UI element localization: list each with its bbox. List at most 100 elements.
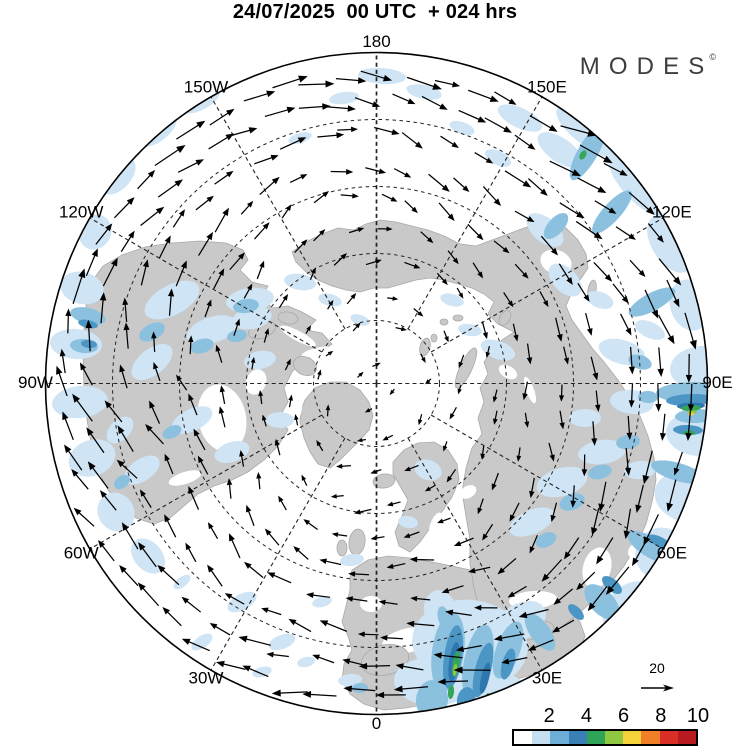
contour-blob-l1 [586,291,614,309]
contour-blob-l1 [171,406,213,434]
wind-vector-head [218,406,225,414]
wind-vector [85,254,96,277]
wind-vector-head [155,206,165,215]
contour-blob-l1 [252,666,272,678]
wind-vector [293,621,312,633]
wind-vector [592,421,595,441]
wind-vector-head [346,169,354,175]
contour-blob-l1 [480,339,516,361]
wind-vector [472,262,481,275]
wind-vector-head [86,427,94,436]
wind-vector [166,519,177,538]
contour-blob-l1 [485,149,511,167]
wind-vector [351,598,368,602]
wind-vector [166,458,174,475]
wind-vector-head [375,362,381,367]
wind-vector [198,236,211,256]
colorbar-tick-label: 8 [655,705,667,727]
sea-cutout [498,364,518,380]
wind-vector [628,191,650,211]
wind-vector [214,625,231,636]
wind-vector [415,558,435,561]
meridian-line [407,96,543,330]
wind-vector [187,547,197,563]
wind-vector-head [482,533,489,541]
wind-vector [141,587,160,607]
wind-vector-head [386,563,394,569]
wind-vector-head [87,461,96,471]
wind-vector-head [503,125,512,133]
wind-vector [325,622,348,632]
contour-blob-l1 [670,345,707,391]
contour-blob-l2 [139,322,165,342]
wind-vector-head [406,620,415,627]
wind-vector-head [378,168,387,174]
wind-vector-head [319,620,329,627]
wind-vector-head [452,81,461,88]
wind-vector [630,383,634,402]
wind-vector [77,511,95,527]
wind-vector [566,537,580,555]
wind-vector [600,481,607,506]
wind-vector-head [322,191,330,198]
wind-vector [493,240,506,251]
wind-vector-head [576,211,585,219]
wind-vector [227,129,252,137]
wind-vector [540,235,555,252]
wind-vector-head [266,651,274,658]
wind-vector [459,354,465,365]
wind-vector [229,256,242,271]
wind-vector [228,483,232,499]
wind-vector [603,162,623,174]
wind-vector [494,389,498,399]
wind-vector [281,207,290,219]
contour-blob-l2 [233,298,259,314]
wind-vector-head [605,585,615,595]
wind-vector-head [410,595,418,602]
wind-vector-head [395,663,404,670]
contour-blob-l1 [398,515,418,529]
contour-blob-l1 [268,633,296,651]
wind-vector [634,539,648,561]
island [430,333,438,343]
wind-vector [539,291,547,304]
wind-vector [579,144,607,161]
latitude-circle [112,119,641,648]
wind-vector-head [239,449,245,457]
wind-vector-head [266,90,276,98]
contour-blob-l1 [191,633,213,651]
wind-vector-head [167,288,175,297]
wind-vector-head [587,602,596,612]
wind-vector-head [278,495,284,503]
wind-vector-head [529,490,535,499]
island [293,355,317,377]
wind-vector-head [302,691,312,698]
contour-blob-l1 [186,315,238,345]
wind-vector-head [426,236,434,244]
contour-blob-l1 [340,553,364,567]
wind-vector-head [206,195,214,203]
wind-vector-head [425,379,431,385]
wind-vector-head [414,141,423,149]
wind-vector-head [319,558,327,565]
contour-blob-l2 [616,434,640,450]
wind-vector-head [685,432,692,442]
wind-vector-head [386,226,393,232]
wind-vector-head [104,400,112,409]
wind-vector [185,599,202,613]
wind-vector [572,485,575,503]
wind-vector-head [507,300,514,308]
contour-blob-l1 [312,596,332,608]
wind-vector-head [119,364,126,373]
wind-vector [298,105,324,109]
wind-vector-head [673,298,680,308]
wind-vector-head [347,105,356,112]
wind-vector-head [559,422,565,430]
wind-vector [625,508,632,533]
wind-vector-head [480,453,486,460]
wind-vector-head [235,318,240,326]
wind-vector [220,411,226,428]
wind-vector-head [390,196,398,202]
wind-vector-head [553,597,562,605]
contour-blob-l1 [635,320,665,340]
